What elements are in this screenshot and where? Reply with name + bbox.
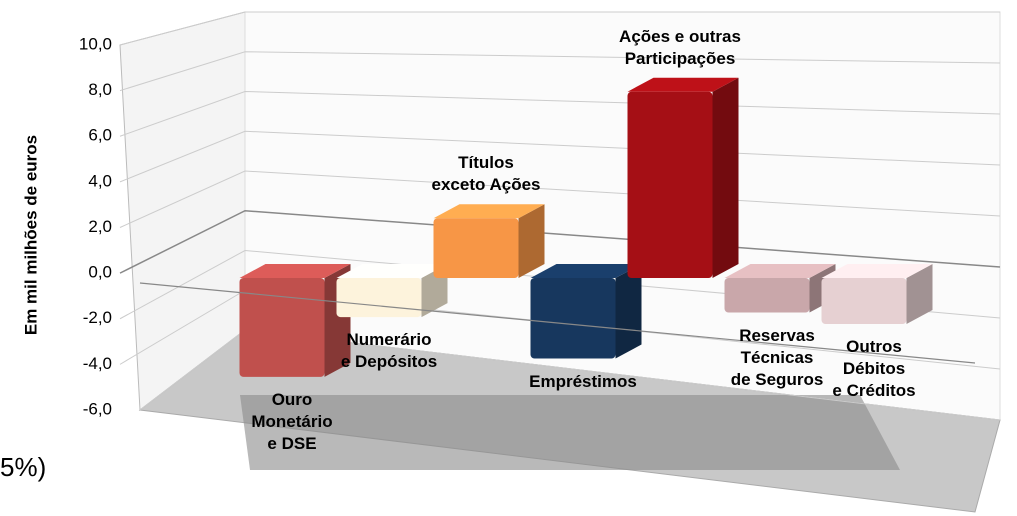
category-label: Reservas Técnicas de Seguros — [730, 325, 824, 389]
bar-top — [530, 264, 642, 278]
floor-shadow — [240, 395, 900, 470]
y-tick-label: 10,0 — [79, 34, 112, 53]
y-tick-label: 2,0 — [88, 217, 112, 236]
y-axis-label: Em mil milhões de euros — [21, 135, 40, 335]
bar — [821, 278, 907, 324]
y-tick-label: 4,0 — [88, 171, 112, 190]
y-tick-label: -4,0 — [83, 354, 112, 373]
category-label: Empréstimos — [529, 371, 637, 391]
bar-top — [336, 264, 448, 278]
category-label: Títulos exceto Ações — [431, 153, 541, 195]
y-tick-label: 8,0 — [88, 80, 112, 99]
bar-top — [239, 264, 351, 278]
zero-line — [139, 282, 976, 364]
bar-side — [712, 77, 739, 278]
bar — [724, 278, 810, 313]
bar-top — [433, 204, 545, 219]
grid-line — [119, 11, 1000, 46]
grid-line — [119, 170, 1001, 228]
bar — [239, 278, 325, 377]
category-label: Ouro Monetário e DSE — [251, 389, 333, 453]
grid-line — [119, 130, 1001, 183]
y-tick-label: 6,0 — [88, 126, 112, 145]
category-label: Numerário e Depósitos — [340, 330, 438, 372]
bar-side — [518, 204, 545, 278]
bar-top — [627, 77, 739, 92]
note: 5%) — [0, 452, 47, 482]
category-label: Outros Débitos e Créditos — [832, 337, 916, 400]
bar-top — [724, 264, 836, 278]
grid-line — [119, 51, 1001, 92]
category-label: Ações e outras Participações — [619, 26, 741, 68]
bar — [530, 278, 616, 359]
bar — [336, 278, 422, 318]
y-tick-label: -6,0 — [83, 399, 112, 418]
bar-top — [821, 264, 933, 278]
y-tick-label: 0,0 — [88, 263, 112, 282]
bar-side — [906, 264, 933, 324]
grid-line — [119, 209, 1001, 274]
grid-line — [119, 90, 1001, 137]
bar — [433, 218, 519, 278]
bar-side — [615, 264, 642, 359]
y-tick-label: -2,0 — [83, 308, 112, 327]
bar — [627, 91, 713, 278]
